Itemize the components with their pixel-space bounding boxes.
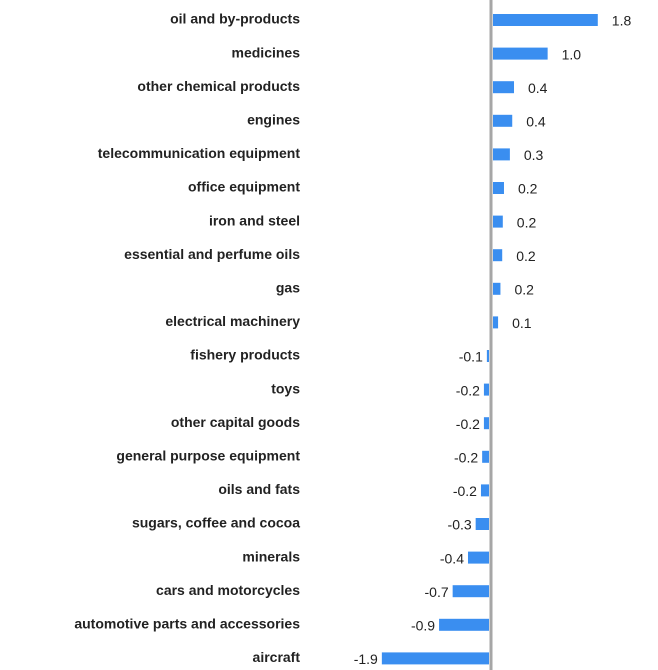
value-label: -0.2 <box>453 483 477 499</box>
category-label: other chemical products <box>137 78 300 94</box>
category-label: cars and motorcycles <box>156 582 300 598</box>
bar <box>452 585 489 598</box>
bar <box>493 14 598 26</box>
category-label: oils and fats <box>218 481 300 497</box>
value-label: 0.1 <box>512 315 532 331</box>
category-label: gas <box>276 280 300 296</box>
value-label: 0.2 <box>514 282 534 298</box>
bar <box>483 417 489 430</box>
category-label: engines <box>247 112 300 128</box>
category-label: general purpose equipment <box>116 448 300 464</box>
value-label: 1.8 <box>612 13 632 29</box>
category-label: automotive parts and accessories <box>74 616 300 632</box>
value-label: -0.9 <box>411 618 435 634</box>
bar <box>467 551 489 564</box>
bar <box>482 450 489 463</box>
category-label: telecommunication equipment <box>98 145 301 161</box>
category-label: electrical machinery <box>165 313 300 329</box>
bar <box>493 148 510 161</box>
value-label: -0.1 <box>459 349 483 365</box>
value-label: 0.4 <box>526 114 546 130</box>
value-label: -0.7 <box>425 584 449 600</box>
bar <box>493 81 515 94</box>
category-label: essential and perfume oils <box>124 246 300 262</box>
bar <box>439 618 489 631</box>
bar <box>493 182 504 194</box>
value-label: 1.0 <box>562 46 582 62</box>
bar <box>493 316 499 329</box>
value-label: -1.9 <box>354 651 378 667</box>
category-label: fishery products <box>190 347 300 363</box>
category-label: minerals <box>242 548 300 564</box>
bar <box>493 215 503 228</box>
value-label: 0.4 <box>528 80 548 96</box>
category-label: aircraft <box>253 649 301 665</box>
bar <box>493 249 503 262</box>
value-label: 0.2 <box>517 214 537 230</box>
value-label: -0.4 <box>440 550 464 566</box>
category-label: office equipment <box>188 179 300 195</box>
category-label: sugars, coffee and cocoa <box>132 515 300 531</box>
value-label: 0.2 <box>516 248 536 264</box>
bar <box>493 114 513 127</box>
value-label: -0.3 <box>448 517 472 533</box>
value-label: 0.3 <box>524 147 544 163</box>
category-label: iron and steel <box>209 212 300 228</box>
bar <box>480 484 489 497</box>
value-label: -0.2 <box>456 382 480 398</box>
category-label: other capital goods <box>171 414 300 430</box>
bar <box>493 282 501 295</box>
value-label: -0.2 <box>454 450 478 466</box>
bar <box>483 383 489 396</box>
bar <box>486 350 489 362</box>
value-label: -0.2 <box>456 416 480 432</box>
bar <box>475 518 489 530</box>
category-label: medicines <box>232 44 301 60</box>
category-label: toys <box>271 380 300 396</box>
category-label: oil and by-products <box>170 11 300 27</box>
bar <box>493 47 548 60</box>
bar <box>381 652 489 665</box>
value-label: 0.2 <box>518 181 538 197</box>
